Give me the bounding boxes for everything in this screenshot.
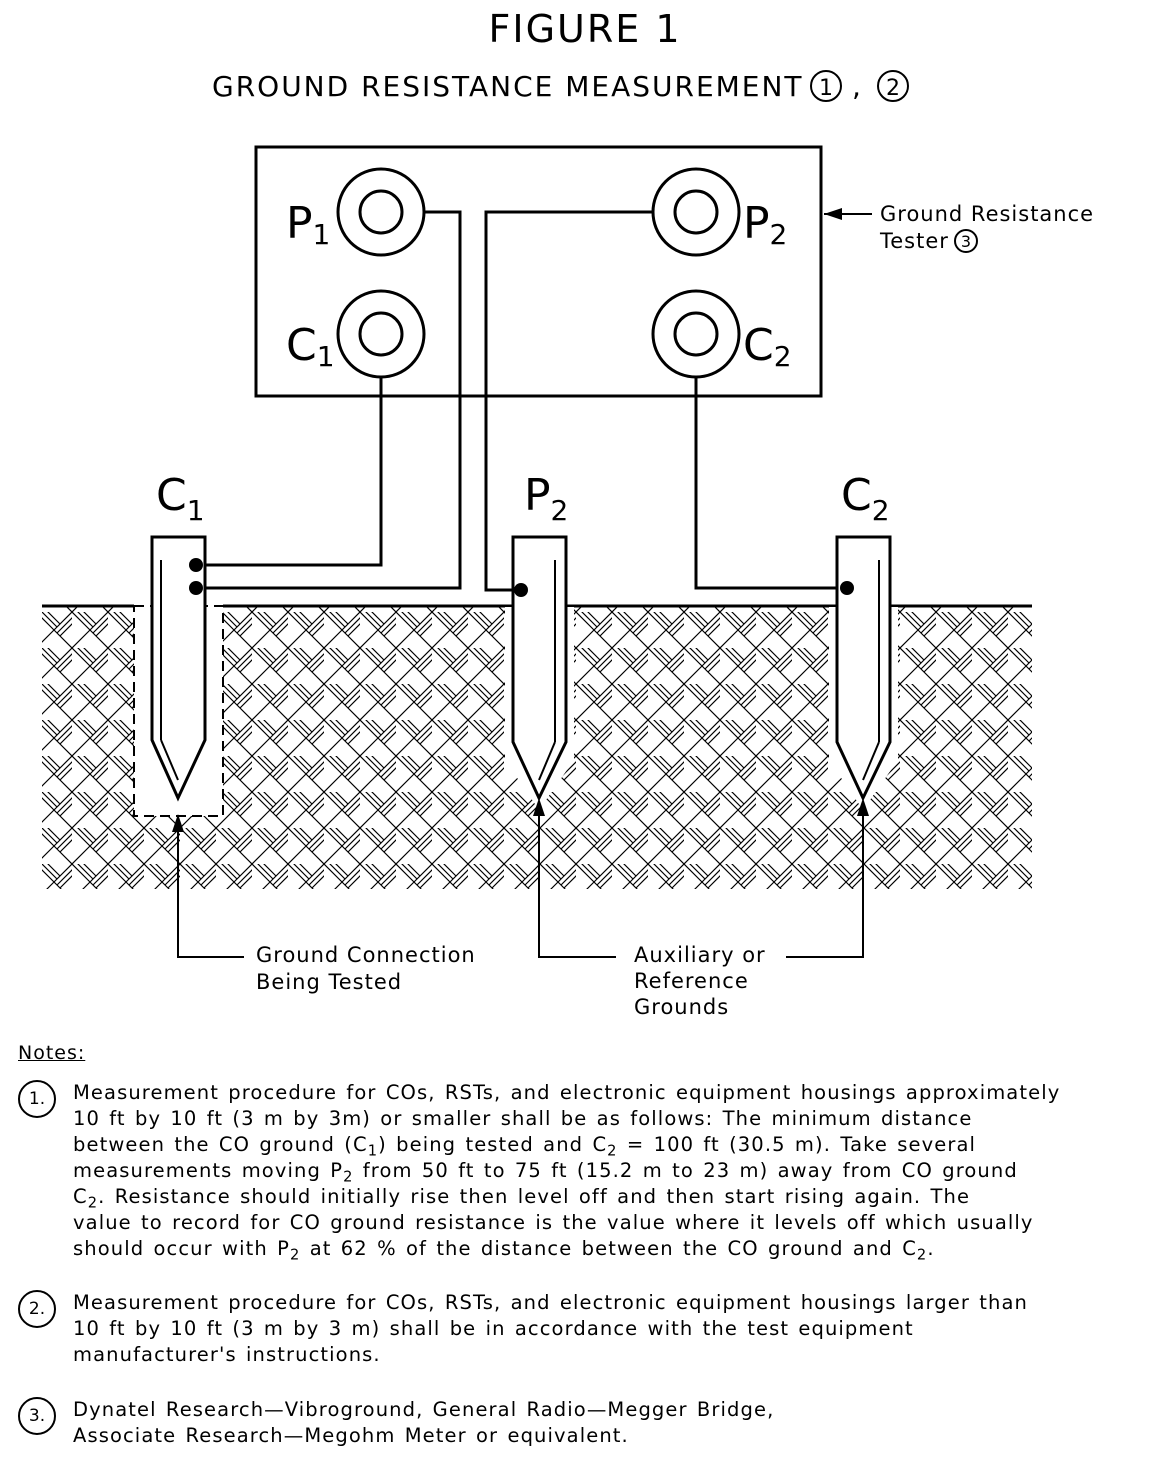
figure-title: FIGURE 1 <box>489 7 682 51</box>
note-2-number: 2. <box>18 1290 56 1328</box>
wire-p1 <box>196 210 462 590</box>
rod-p2 <box>511 535 568 802</box>
ground-resistance-tester <box>254 145 823 398</box>
note-3: 3. Dynatel Research—Vibroground, General… <box>18 1397 1156 1449</box>
aux-callout-line3: Grounds <box>634 995 729 1019</box>
note-3-text: Dynatel Research—Vibroground, General Ra… <box>73 1398 775 1447</box>
tester-label-line1: Ground Resistance <box>880 202 1094 226</box>
ground-resistance-diagram: FIGURE 1 GROUND RESISTANCE MEASUREMENT 1… <box>42 7 1094 1019</box>
tested-callout-arrow <box>172 814 244 958</box>
rod-p2-label: P2 <box>524 470 568 527</box>
subtitle-ref-circle-2 <box>877 70 909 102</box>
aux-callout-arrow-right <box>786 798 869 958</box>
p2-connection-dot <box>514 583 528 597</box>
tester-ref-circle <box>954 229 978 253</box>
rod-c1 <box>150 535 207 802</box>
c1-connection-dot-lower <box>189 581 203 595</box>
note-1: 1. Measurement procedure for COs, RSTs, … <box>18 1080 1156 1262</box>
note-1-number: 1. <box>18 1080 56 1118</box>
aux-callout-line2: Reference <box>634 969 749 993</box>
tester-label-line2: Tester <box>879 229 949 253</box>
rod-c2 <box>835 535 892 802</box>
c2-connection-dot <box>840 581 854 595</box>
subtitle-text: GROUND RESISTANCE MEASUREMENT <box>212 70 804 103</box>
wire-c2 <box>694 377 847 590</box>
wire-c1 <box>196 377 383 567</box>
terminal-c1-label: C1 <box>286 320 335 373</box>
tested-callout-line2: Being Tested <box>256 970 402 994</box>
note-2-text: Measurement procedure for COs, RSTs, and… <box>73 1291 1028 1366</box>
tester-ref-number: 3 <box>961 232 971 251</box>
note-1-text: Measurement procedure for COs, RSTs, and… <box>73 1081 1061 1264</box>
terminal-p1-label: P1 <box>286 198 330 251</box>
wire-p2 <box>484 210 653 592</box>
rod-c2-label: C2 <box>841 470 890 527</box>
aux-callout-line1: Auxiliary or <box>634 943 766 967</box>
rod-c1-label: C1 <box>156 470 205 527</box>
aux-callout-arrow-left <box>533 798 616 958</box>
subtitle-separator: , <box>852 70 861 103</box>
subtitle-ref-2: 2 <box>886 76 900 101</box>
note-2: 2. Measurement procedure for COs, RSTs, … <box>18 1290 1156 1368</box>
notes-heading: Notes: <box>18 1042 86 1064</box>
c1-connection-dot-upper <box>189 558 203 572</box>
subtitle-ref-circle-1 <box>810 70 842 102</box>
subtitle-ref-1: 1 <box>819 76 833 101</box>
tester-pointer-arrowhead <box>824 208 842 220</box>
figure-subtitle: GROUND RESISTANCE MEASUREMENT 1 , 2 <box>212 70 909 103</box>
note-3-number: 3. <box>18 1397 56 1435</box>
tested-callout-line1: Ground Connection <box>256 943 476 967</box>
terminal-c2-label: C2 <box>743 320 792 373</box>
terminal-p2-label: P2 <box>743 198 787 251</box>
